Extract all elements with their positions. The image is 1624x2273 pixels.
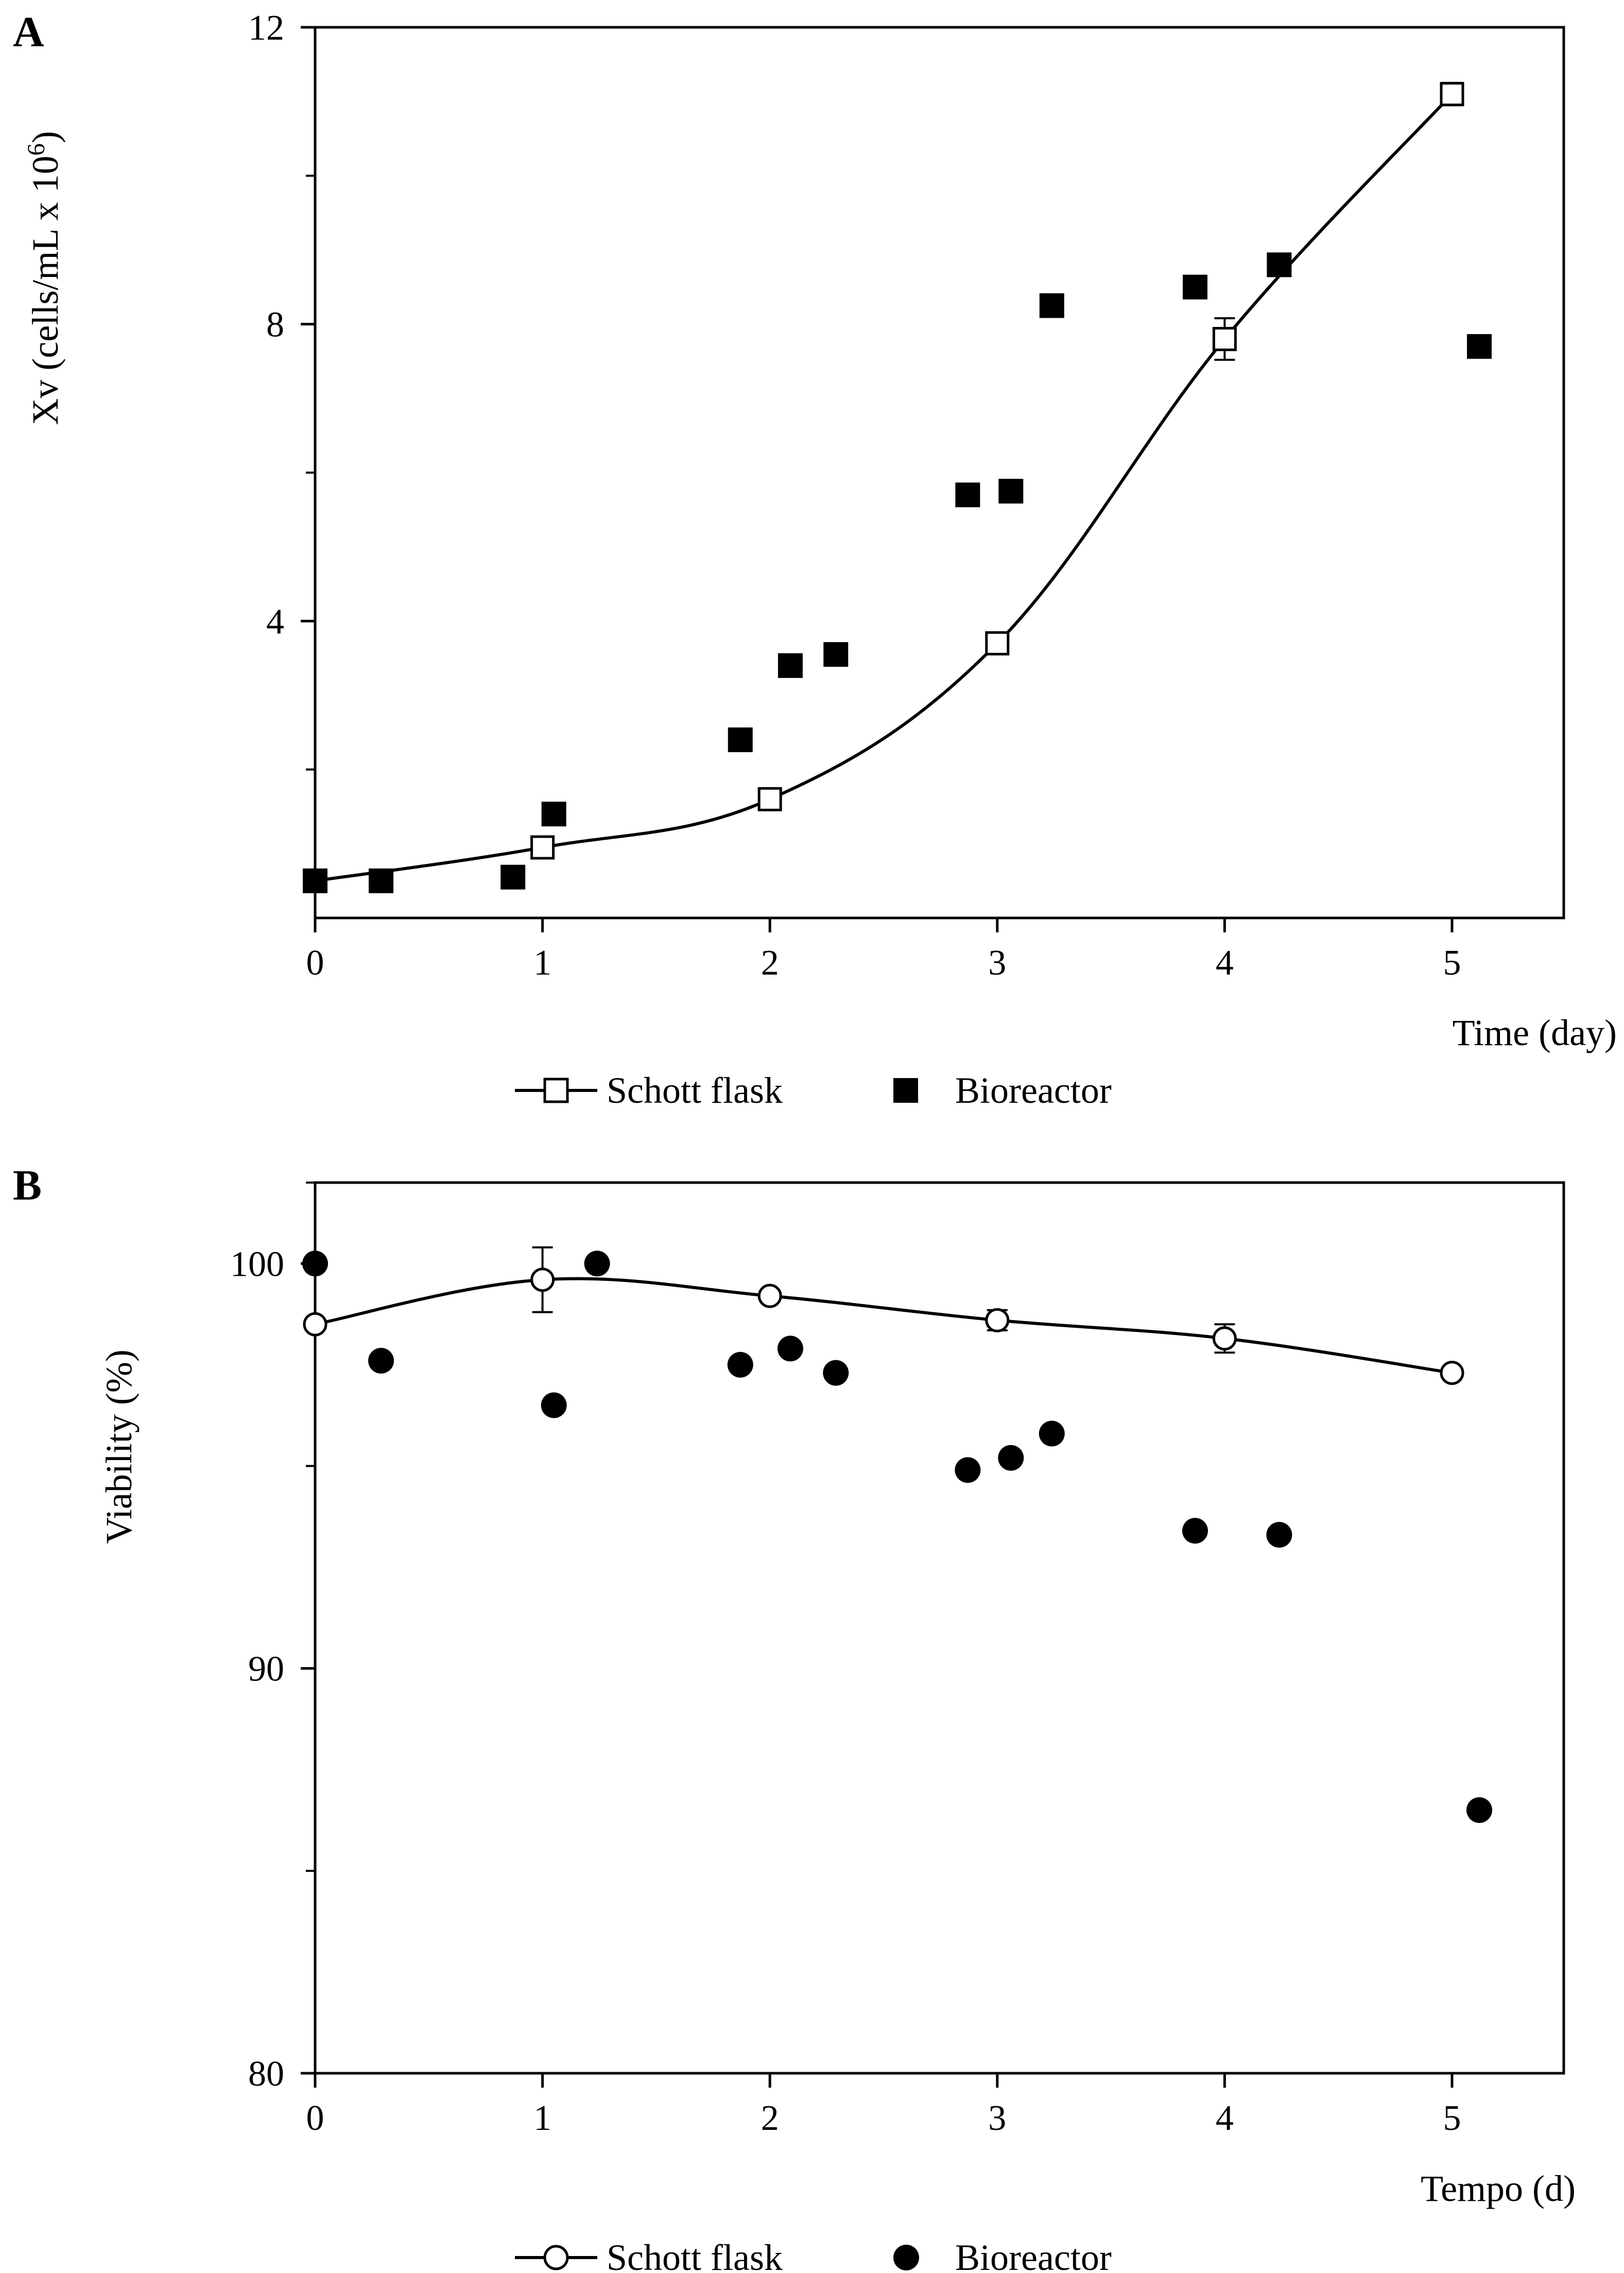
x-tick-label: 3	[988, 943, 1006, 983]
point-bioreactor	[998, 479, 1024, 504]
panel-a-data-points	[303, 82, 1492, 893]
y-tick-label: 12	[248, 8, 284, 48]
point-bioreactor	[1267, 252, 1292, 277]
point-bioreactor	[368, 1348, 394, 1374]
panel-b-series-lines	[315, 1277, 1453, 1375]
panel-b-legend: Schott flask Bioreactor	[515, 2237, 1112, 2273]
point-schott-flask	[1212, 327, 1237, 351]
point-bioreactor	[727, 1351, 753, 1378]
point-bioreactor	[369, 868, 394, 893]
legend-b-schott-label: Schott flask	[607, 2237, 783, 2273]
point-schott-flask	[530, 835, 555, 860]
legend-a-schott-marker	[543, 1078, 569, 1103]
point-bioreactor	[584, 1251, 610, 1277]
point-bioreactor	[303, 868, 327, 893]
legend-b-bioreactor-marker	[893, 2245, 919, 2270]
point-bioreactor	[302, 1251, 328, 1277]
point-schott-flask	[1440, 82, 1464, 107]
point-bioreactor	[955, 1457, 981, 1483]
point-bioreactor	[1039, 1420, 1065, 1447]
panel-b-x-axis-title: Tempo (d)	[1421, 2168, 1576, 2209]
point-bioreactor	[1039, 293, 1064, 318]
panel-a-letter: A	[13, 8, 44, 56]
point-bioreactor	[1182, 274, 1207, 300]
panel-a-y-axis-title: Xv (cells/mL x 106)	[23, 131, 66, 425]
series-line-schott-flask	[315, 1277, 1453, 1375]
point-schott-flask	[757, 787, 782, 811]
y-tick-label: 4	[266, 602, 284, 641]
point-bioreactor	[998, 1445, 1024, 1471]
point-bioreactor	[778, 653, 803, 678]
point-bioreactor	[541, 1392, 567, 1418]
point-bioreactor	[1466, 334, 1492, 359]
x-tick-label: 2	[761, 2098, 779, 2138]
legend-b-bioreactor-label: Bioreactor	[955, 2237, 1112, 2273]
point-schott-flask	[303, 1312, 327, 1337]
panel-b-plot-frame	[314, 1181, 1565, 2075]
legend-a-schott-label: Schott flask	[607, 1070, 783, 1111]
x-tick-label: 4	[1216, 943, 1234, 983]
point-bioreactor	[777, 1335, 803, 1362]
y-tick-label: 80	[248, 2054, 284, 2094]
point-bioreactor	[1182, 1518, 1208, 1544]
panel-b-axes: 0 1 2 3 4 5 80 90 100	[230, 1182, 1461, 2138]
x-tick-label: 2	[761, 943, 779, 983]
point-schott-flask	[530, 1268, 555, 1292]
point-schott-flask	[985, 631, 1010, 656]
legend-a-bioreactor-marker	[893, 1078, 918, 1103]
x-tick-label: 5	[1443, 2098, 1461, 2138]
x-tick-label: 3	[988, 2098, 1006, 2138]
y-tick-label: 8	[266, 305, 284, 345]
x-tick-label: 0	[306, 943, 324, 983]
point-schott-flask	[1440, 1361, 1464, 1385]
point-bioreactor	[541, 802, 566, 827]
point-bioreactor	[500, 864, 526, 890]
x-tick-label: 0	[306, 2098, 324, 2138]
x-tick-label: 1	[533, 2098, 551, 2138]
x-tick-label: 5	[1443, 943, 1461, 983]
y-tick-label: 100	[230, 1244, 284, 1284]
point-bioreactor	[823, 642, 849, 667]
x-tick-label: 4	[1216, 2098, 1234, 2138]
legend-a-bioreactor-label: Bioreactor	[955, 1070, 1112, 1111]
point-schott-flask	[985, 1308, 1010, 1332]
point-schott-flask	[757, 1283, 782, 1308]
panel-b-data-points	[302, 1246, 1492, 1823]
panel-a-legend: Schott flask Bioreactor	[515, 1070, 1112, 1111]
point-bioreactor	[1466, 1797, 1492, 1823]
point-bioreactor	[728, 727, 753, 752]
legend-b-schott-marker	[543, 2245, 569, 2270]
point-bioreactor	[955, 482, 980, 508]
x-tick-label: 1	[533, 943, 551, 983]
y-tick-label: 90	[248, 1650, 284, 1689]
point-bioreactor	[1266, 1522, 1292, 1548]
point-schott-flask	[1212, 1326, 1237, 1351]
panel-a-x-axis-title: Time (day)	[1453, 1012, 1617, 1053]
panel-b-y-axis-title: Viability (%)	[98, 1349, 140, 1544]
panel-b-letter: B	[13, 1161, 42, 1209]
point-bioreactor	[823, 1360, 849, 1386]
